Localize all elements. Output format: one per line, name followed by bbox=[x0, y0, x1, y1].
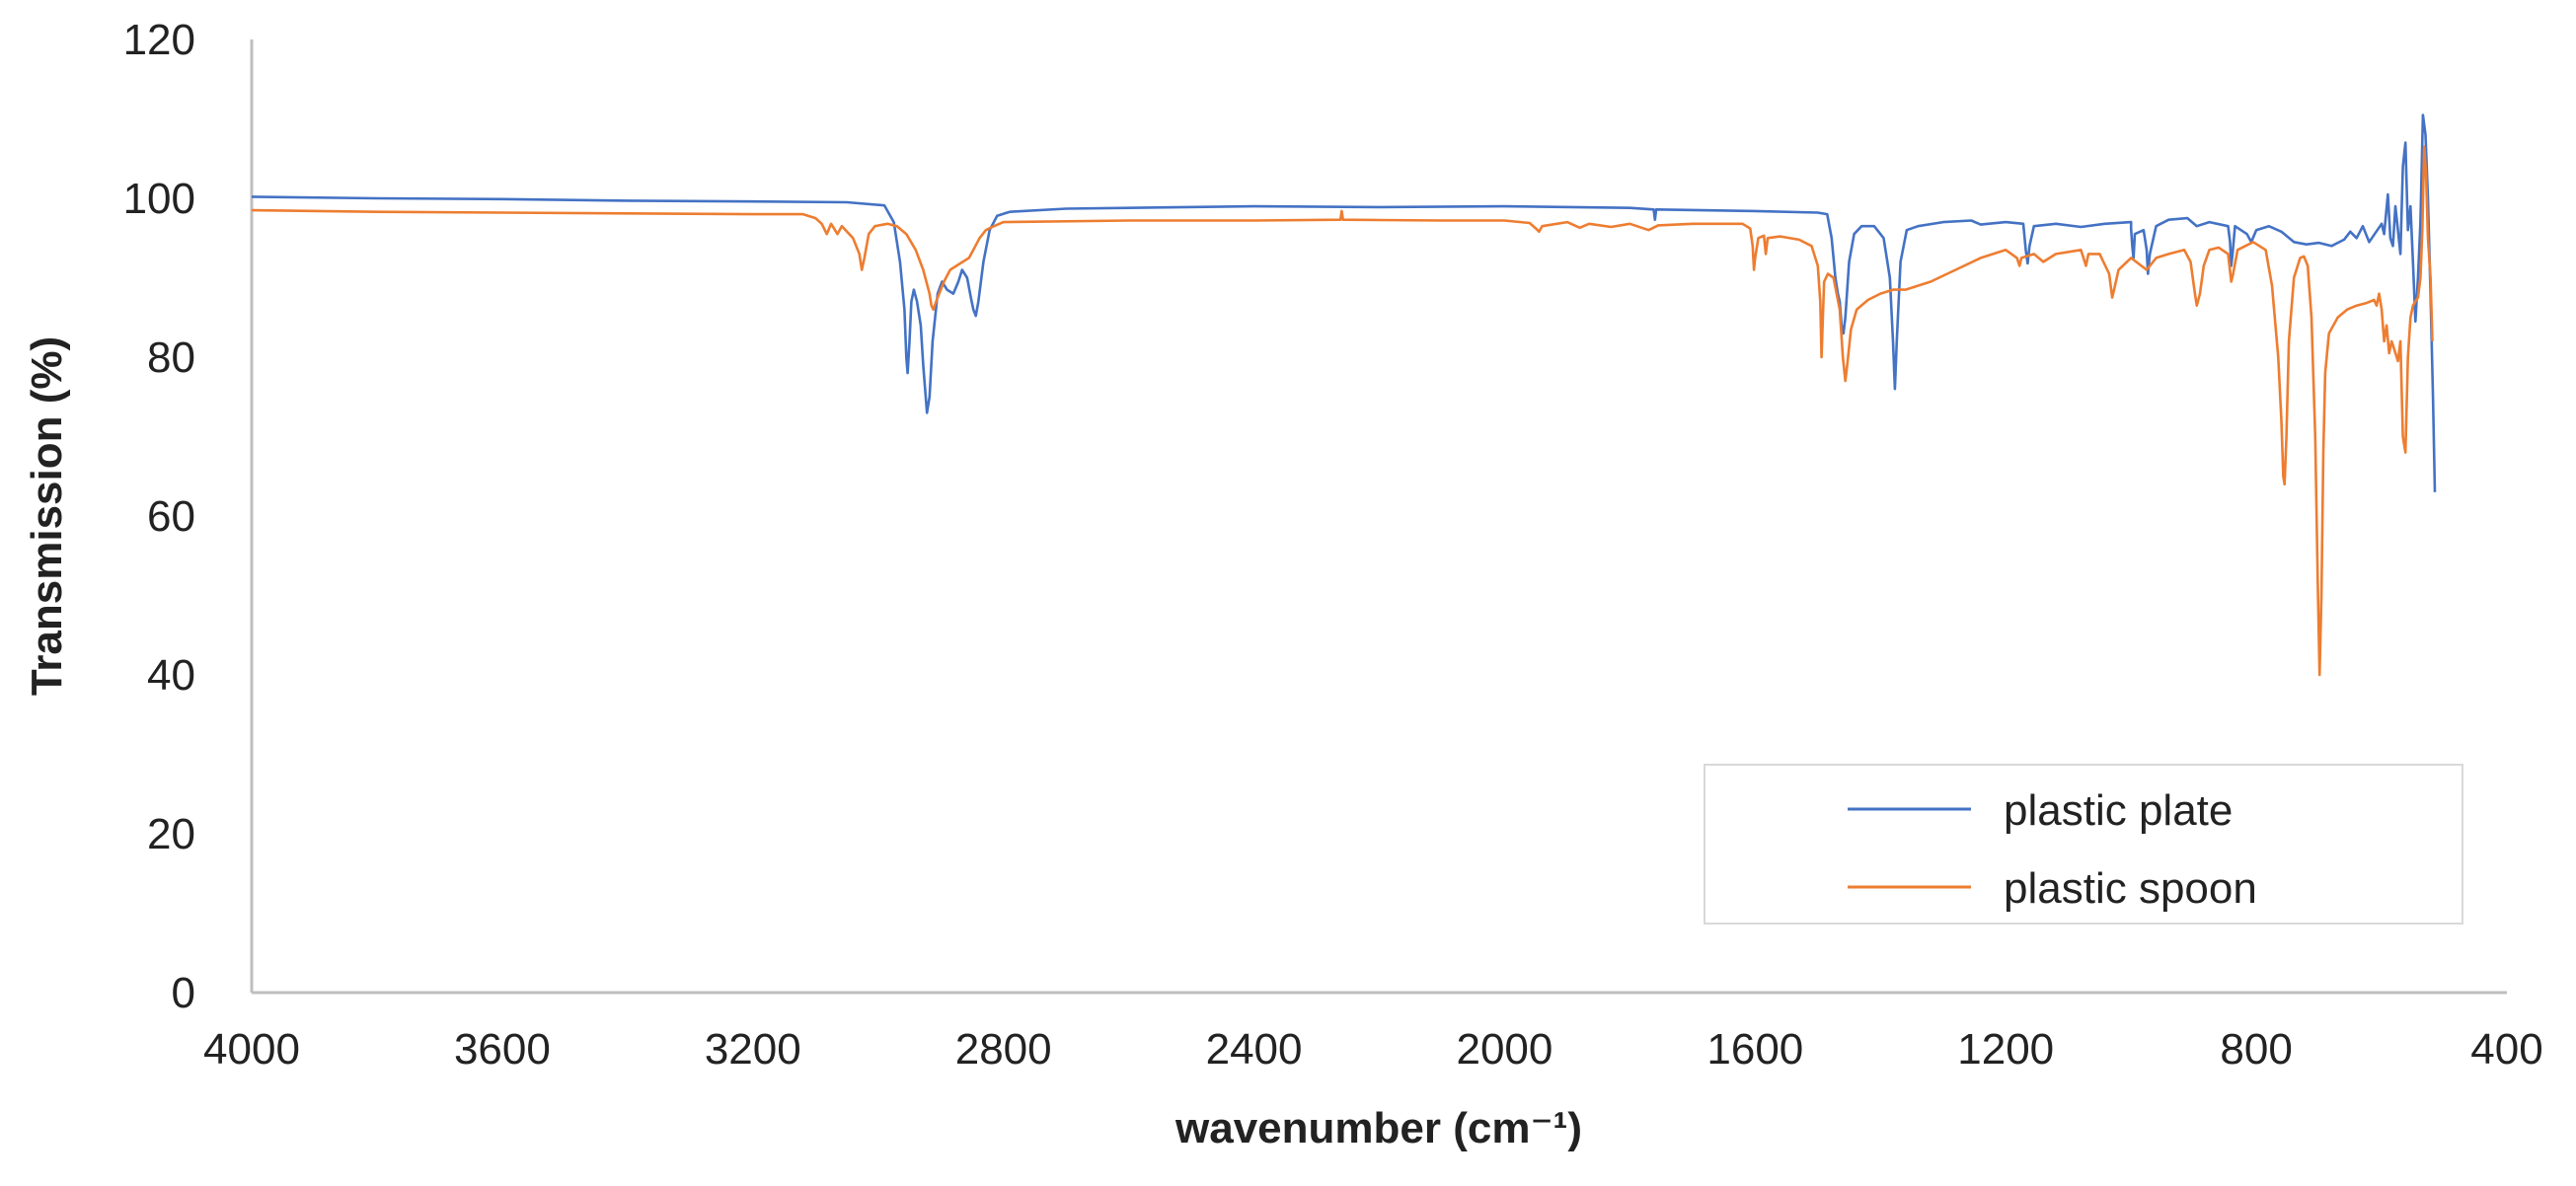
y-tick-label: 100 bbox=[123, 175, 195, 223]
legend: plastic plate plastic spoon bbox=[1704, 764, 2463, 925]
y-tick-label: 60 bbox=[147, 492, 195, 541]
y-tick-label: 0 bbox=[172, 969, 195, 1017]
y-tick-label: 20 bbox=[147, 810, 195, 858]
series-layer bbox=[251, 113, 2437, 677]
legend-label-plastic-plate: plastic plate bbox=[2004, 786, 2233, 835]
y-tick-label: 120 bbox=[123, 16, 195, 64]
legend-box bbox=[1704, 764, 2463, 925]
x-tick-label: 400 bbox=[2470, 1025, 2542, 1074]
x-tick-label: 2400 bbox=[1206, 1025, 1303, 1074]
series-line-plastic-spoon bbox=[251, 145, 2434, 677]
legend-label-plastic-spoon: plastic spoon bbox=[2004, 864, 2257, 913]
x-axis-tick-labels: 4000 3600 3200 2800 2400 2000 1600 1200 800 400 bbox=[203, 1025, 2543, 1074]
x-tick-label: 2800 bbox=[955, 1025, 1052, 1074]
x-tick-label: 3600 bbox=[454, 1025, 551, 1074]
x-tick-label: 1200 bbox=[1957, 1025, 2054, 1074]
y-axis-tick-labels: 0 20 40 60 80 100 120 bbox=[123, 16, 195, 1017]
series-line-plastic-plate bbox=[251, 113, 2437, 492]
y-tick-label: 40 bbox=[147, 651, 195, 700]
y-axis-title: Transmission (%) bbox=[23, 336, 71, 696]
x-tick-label: 2000 bbox=[1456, 1025, 1553, 1074]
y-tick-label: 80 bbox=[147, 334, 195, 382]
x-axis-title: wavenumber (cm⁻¹) bbox=[1174, 1104, 1582, 1152]
x-tick-label: 1600 bbox=[1706, 1025, 1803, 1074]
x-tick-label: 800 bbox=[2220, 1025, 2292, 1074]
x-tick-label: 4000 bbox=[203, 1025, 300, 1074]
x-tick-label: 3200 bbox=[705, 1025, 801, 1074]
